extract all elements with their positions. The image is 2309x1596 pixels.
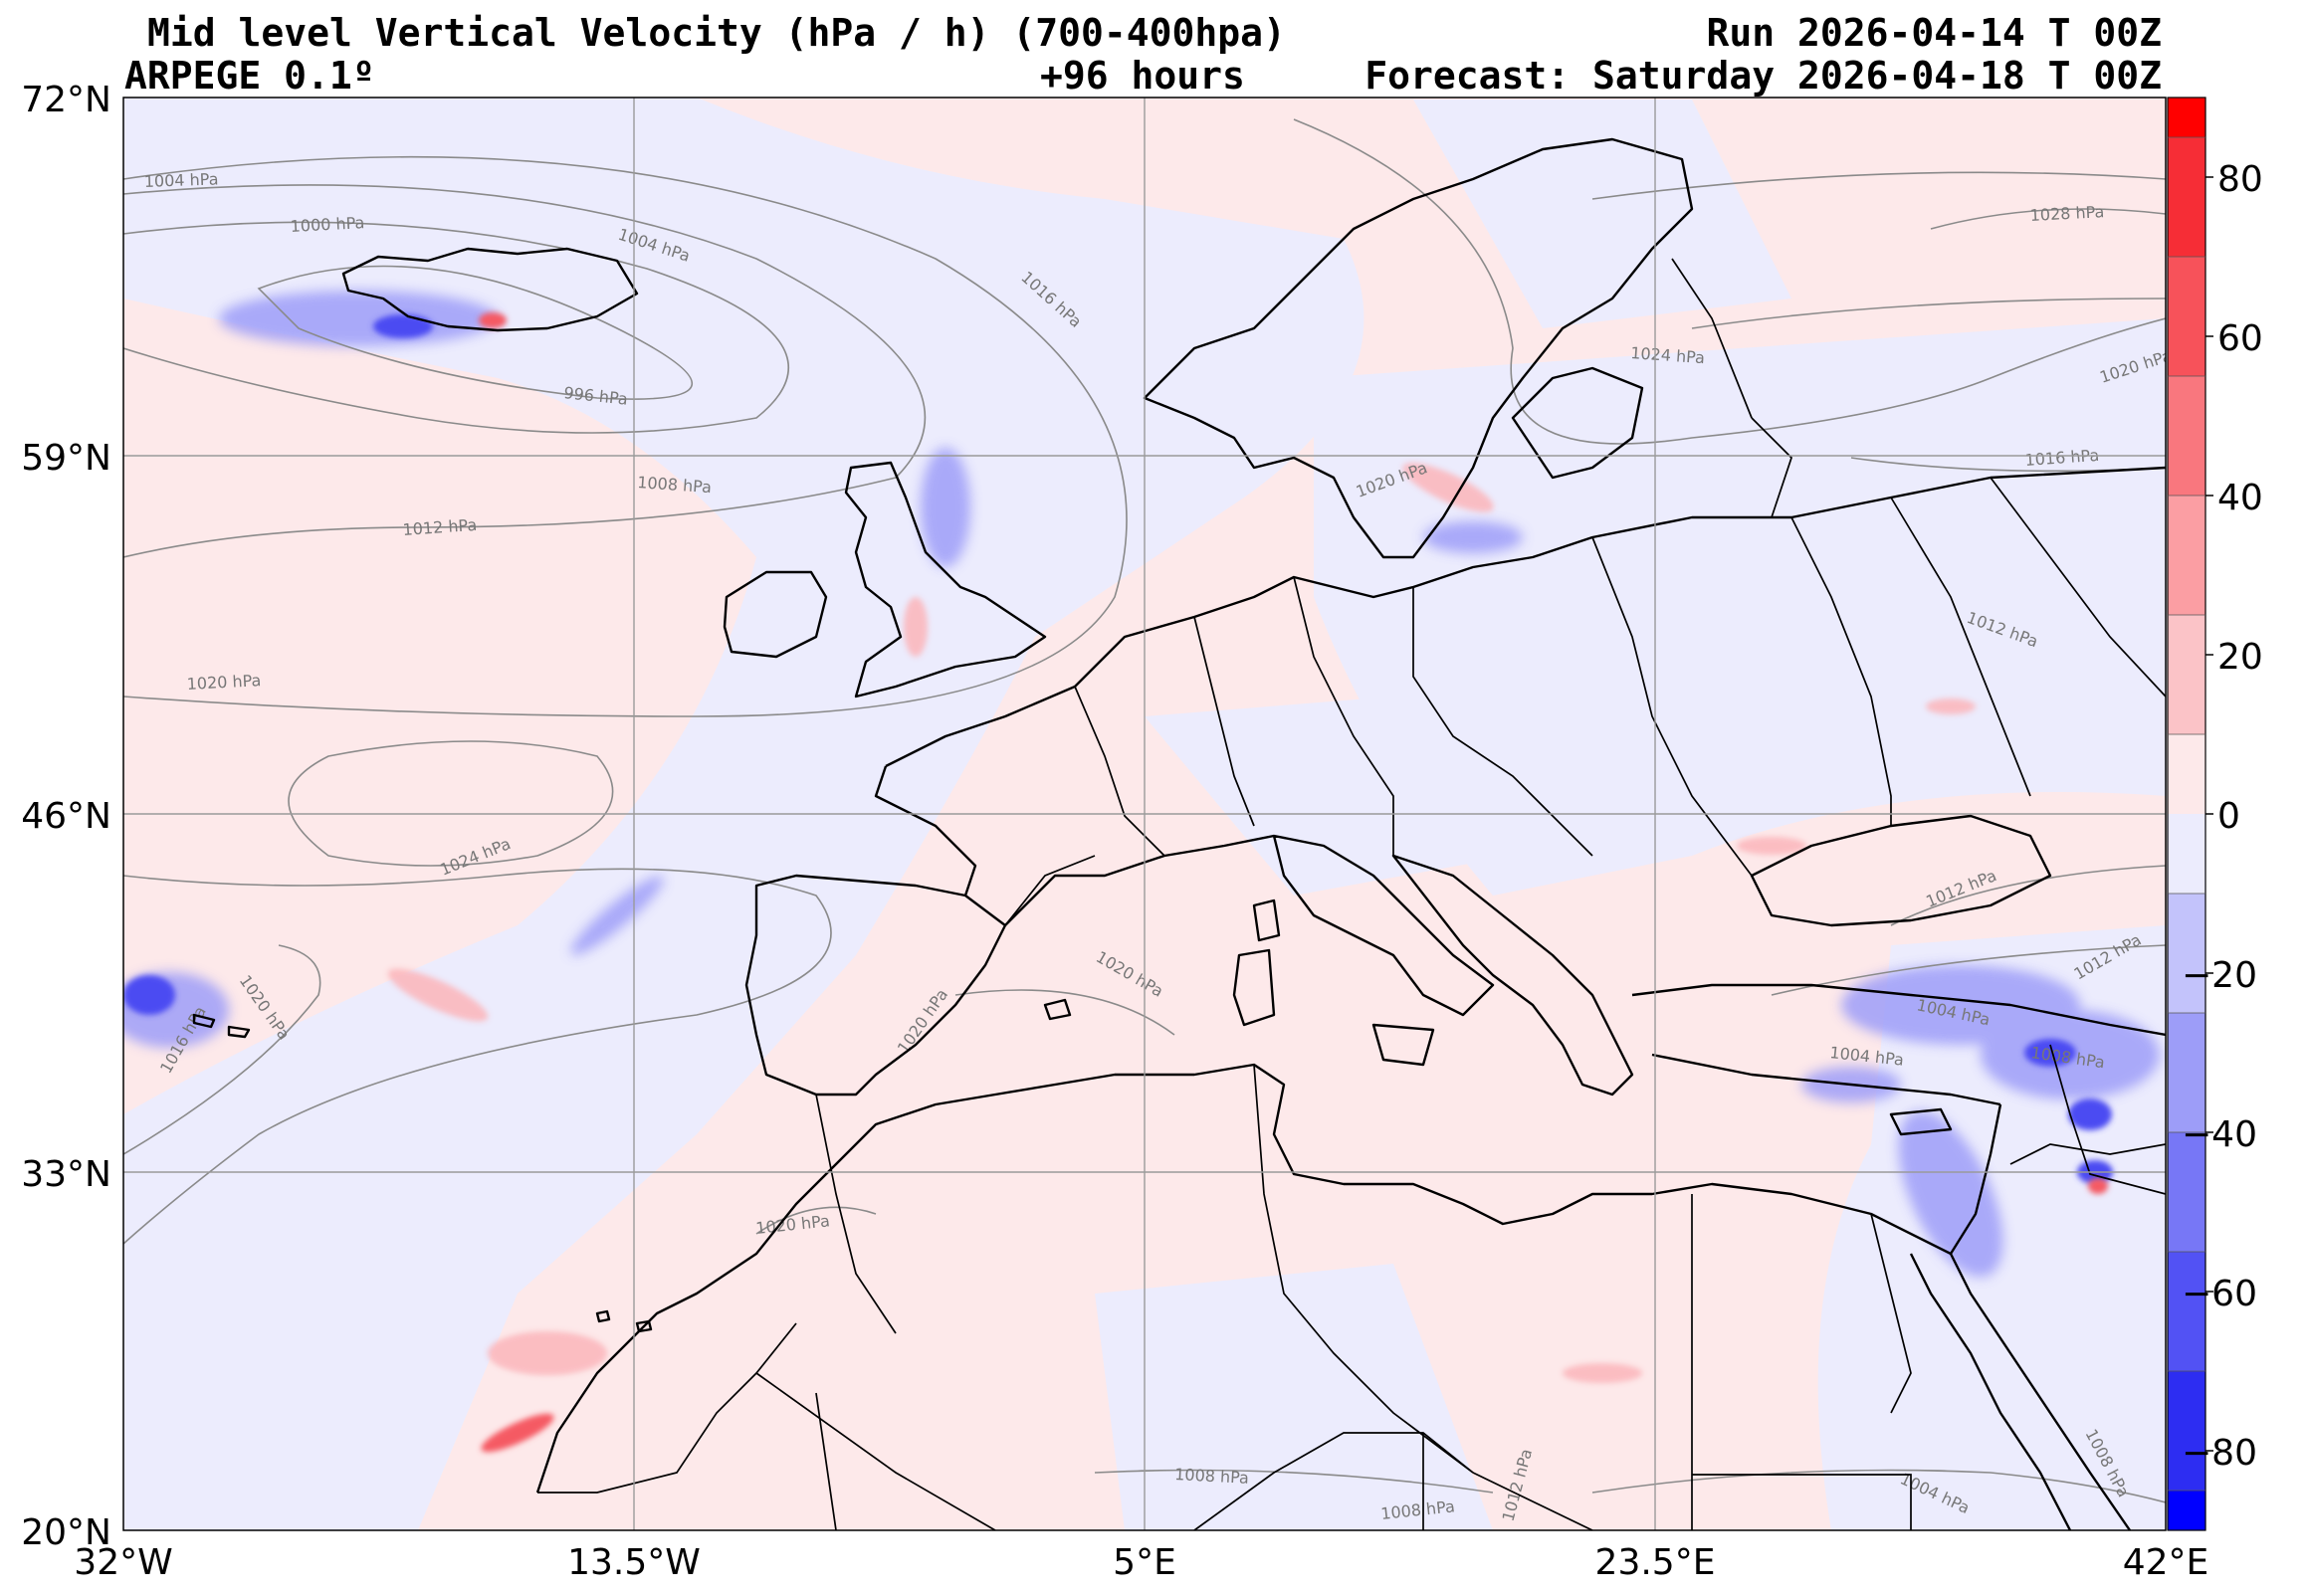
colorbar-label: 20 — [2217, 637, 2263, 678]
lat-label: 46°N — [21, 796, 111, 837]
strong-ascent-cores — [123, 314, 2113, 1184]
colorbar-step-positive — [2168, 257, 2205, 376]
lat-label: 33°N — [21, 1154, 111, 1195]
colorbar-label: 80 — [2217, 159, 2263, 200]
colorbar-labels: 80 60 40 20 0 −20 −40 −60 −80 — [2182, 159, 2263, 1474]
colorbar-label: −60 — [2182, 1274, 2257, 1314]
colorbar-step-negative — [2168, 1132, 2205, 1252]
forecast-time: Forecast: Saturday 2026-04-18 T 00Z — [1364, 54, 2162, 98]
country-borders — [537, 258, 2166, 1530]
colorbar-step-positive — [2168, 98, 2205, 137]
colorbar-label: 0 — [2217, 796, 2240, 837]
lat-labels: 72°N 59°N 46°N 33°N 20°N — [21, 80, 111, 1553]
colorbar-step-negative — [2168, 1371, 2205, 1491]
lon-label: 23.5°E — [1595, 1542, 1716, 1583]
colorbar-step-negative — [2168, 1013, 2205, 1132]
isobar-label: 1020 hPa — [186, 671, 262, 694]
lat-label: 20°N — [21, 1512, 111, 1553]
lon-label: 13.5°W — [567, 1542, 701, 1583]
colorbar-step-positive — [2168, 615, 2205, 734]
lat-label: 72°N — [21, 80, 111, 120]
model-name: ARPEGE 0.1º — [124, 54, 375, 98]
colorbar-step-negative — [2168, 1491, 2205, 1530]
graticule — [123, 98, 2166, 1530]
map-title: Mid level Vertical Velocity (hPa / h) (7… — [147, 11, 1286, 55]
map-frame — [122, 97, 2167, 1531]
colorbar-label: −20 — [2182, 955, 2257, 996]
isobar-label: 1004 hPa — [143, 169, 218, 191]
isobar-label: 1008 hPa — [1174, 1465, 1250, 1488]
colorbar-step-positive — [2168, 734, 2205, 814]
colorbar-step-positive — [2168, 496, 2205, 615]
lat-label: 59°N — [21, 438, 111, 479]
strong-subsidence-cores — [479, 312, 2108, 1453]
colorbar-label: 60 — [2217, 318, 2263, 359]
lon-labels: 32°W 13.5°W 5°E 23.5°E 42°E — [74, 1542, 2208, 1583]
colorbar-label: 40 — [2217, 478, 2263, 518]
colorbar-label: −80 — [2182, 1433, 2257, 1474]
colorbar: 80 60 40 20 0 −20 −40 −60 −80 — [2167, 97, 2263, 1531]
run-time: Run 2026-04-14 T 00Z — [1706, 11, 2162, 55]
colorbar-step-negative — [2168, 894, 2205, 1013]
lead-time: +96 hours — [1040, 54, 1245, 98]
colorbar-label: −40 — [2182, 1114, 2257, 1155]
isobar-lines — [123, 118, 2166, 1503]
colorbar-steps — [2168, 98, 2205, 1530]
colorbar-ticks — [2168, 136, 2213, 1492]
colorbar-step-negative — [2168, 814, 2205, 894]
lon-label: 32°W — [74, 1542, 172, 1583]
colorbar-step-positive — [2168, 376, 2205, 496]
lon-label: 5°E — [1113, 1542, 1176, 1583]
subsidence-patches — [387, 463, 1976, 1383]
isobar-label: 1028 hPa — [2029, 202, 2105, 225]
map-area: 1004 hPa 1000 hPa 1004 hPa 1016 hPa 996 … — [123, 98, 2166, 1530]
lon-label: 42°E — [2123, 1542, 2209, 1583]
colorbar-step-positive — [2168, 137, 2205, 257]
isobar-label: 1000 hPa — [290, 213, 365, 236]
colorbar-step-negative — [2168, 1252, 2205, 1371]
